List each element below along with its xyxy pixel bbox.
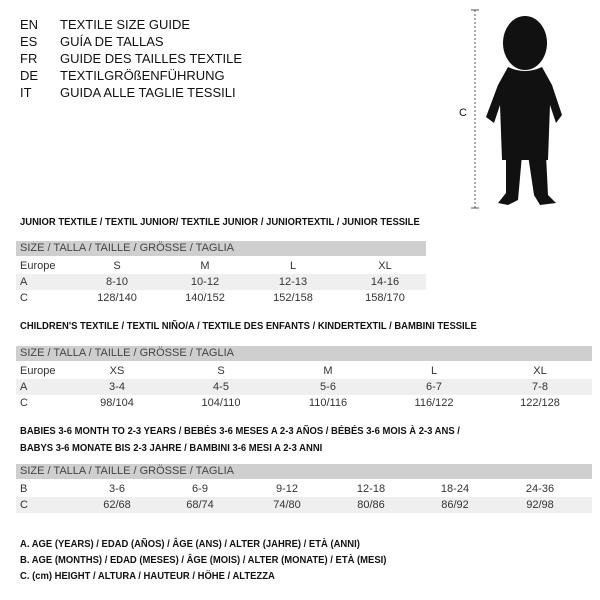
- lang-code-it: IT: [20, 85, 32, 100]
- table-row: Europe XS S M L XL: [16, 363, 592, 379]
- babies-section-title-line1: BABIES 3-6 MONTH TO 2-3 YEARS / BEBÉS 3-…: [20, 425, 460, 437]
- table-cell: 12-13: [278, 276, 308, 288]
- legend-b: B. AGE (MONTHS) / EDAD (MESES) / ÂGE (MO…: [20, 554, 387, 566]
- table-cell: M: [200, 260, 210, 272]
- table-cell: 7-8: [532, 381, 548, 393]
- table-cell: 18-24: [440, 483, 470, 495]
- row-label: Europe: [20, 365, 56, 377]
- row-label: C: [20, 499, 28, 511]
- row-label: B: [20, 483, 28, 495]
- table-cell: M: [323, 365, 333, 377]
- babies-size-table: SIZE / TALLA / TAILLE / GRÖSSE / TAGLIA …: [16, 464, 592, 513]
- table-cell: L: [430, 365, 438, 377]
- table-cell: S: [217, 365, 225, 377]
- table-row: C 62/68 68/74 74/80 80/86 86/92 92/98: [16, 497, 592, 513]
- lang-code-fr: FR: [20, 51, 38, 66]
- table-header: SIZE / TALLA / TAILLE / GRÖSSE / TAGLIA: [16, 346, 592, 361]
- table-cell: L: [289, 260, 297, 272]
- table-cell: 74/80: [273, 499, 301, 511]
- table-cell: 6-9: [192, 483, 208, 495]
- table-row: Europe S M L XL: [16, 258, 426, 274]
- table-cell: 3-6: [109, 483, 125, 495]
- children-section-title: CHILDREN'S TEXTILE / TEXTIL NIÑO/A / TEX…: [20, 320, 477, 332]
- babies-section-title-line2: BABYS 3-6 MONATE BIS 2-3 JAHRE / BAMBINI…: [20, 442, 323, 454]
- child-silhouette-icon: [471, 9, 562, 209]
- table-row: B 3-6 6-9 9-12 12-18 18-24 24-36: [16, 481, 592, 497]
- table-cell: 6-7: [426, 381, 442, 393]
- table-cell: 8-10: [105, 276, 129, 288]
- table-cell: S: [113, 260, 121, 272]
- table-cell: XS: [109, 365, 125, 377]
- table-cell: 140/152: [185, 292, 225, 304]
- title-it: GUIDA ALLE TAGLIE TESSILI: [60, 85, 236, 100]
- table-cell: 10-12: [190, 276, 220, 288]
- table-cell: 92/98: [526, 499, 554, 511]
- table-header: SIZE / TALLA / TAILLE / GRÖSSE / TAGLIA: [16, 241, 426, 256]
- row-label: C: [20, 292, 28, 304]
- table-cell: 14-16: [370, 276, 400, 288]
- table-cell: 12-18: [356, 483, 386, 495]
- table-cell: 9-12: [275, 483, 299, 495]
- lang-code-es: ES: [20, 34, 38, 49]
- table-cell: 158/170: [365, 292, 405, 304]
- table-cell: 86/92: [441, 499, 469, 511]
- lang-code-de: DE: [20, 68, 39, 83]
- table-cell: XL: [533, 365, 547, 377]
- row-label: C: [20, 397, 28, 409]
- table-cell: 152/158: [273, 292, 313, 304]
- table-row: C 128/140 140/152 152/158 158/170: [16, 290, 426, 306]
- table-row: A 3-4 4-5 5-6 6-7 7-8: [16, 379, 592, 395]
- height-measure-label: C: [459, 107, 467, 119]
- junior-section-title: JUNIOR TEXTILE / TEXTIL JUNIOR/ TEXTILE …: [20, 216, 420, 228]
- title-de: TEXTILGRÖßENFÜHRUNG: [60, 68, 225, 83]
- children-size-table: SIZE / TALLA / TAILLE / GRÖSSE / TAGLIA …: [16, 346, 592, 411]
- table-cell: 4-5: [213, 381, 229, 393]
- table-cell: 80/86: [357, 499, 385, 511]
- table-cell: 3-4: [109, 381, 125, 393]
- table-cell: 62/68: [103, 499, 131, 511]
- table-row: A 8-10 10-12 12-13 14-16: [16, 274, 426, 290]
- table-row: C 98/104 104/110 110/116 116/122 122/128: [16, 395, 592, 411]
- row-label: A: [20, 381, 28, 393]
- table-cell: XL: [378, 260, 392, 272]
- table-cell: 98/104: [100, 397, 134, 409]
- table-cell: 128/140: [97, 292, 137, 304]
- table-cell: 116/122: [414, 397, 454, 409]
- table-cell: 110/116: [308, 397, 348, 409]
- table-cell: 104/110: [201, 397, 241, 409]
- junior-size-table: SIZE / TALLA / TAILLE / GRÖSSE / TAGLIA …: [16, 241, 426, 306]
- legend-c: C. (cm) HEIGHT / ALTURA / HAUTEUR / HÖHE…: [20, 570, 275, 582]
- table-cell: 68/74: [186, 499, 214, 511]
- lang-code-en: EN: [20, 17, 39, 32]
- table-cell: 5-6: [320, 381, 336, 393]
- title-es: GUÍA DE TALLAS: [60, 34, 164, 49]
- table-cell: 24-36: [525, 483, 555, 495]
- legend-a: A. AGE (YEARS) / EDAD (AÑOS) / ÂGE (ANS)…: [20, 538, 360, 550]
- row-label: Europe: [20, 260, 56, 272]
- row-label: A: [20, 276, 28, 288]
- title-en: TEXTILE SIZE GUIDE: [60, 17, 191, 32]
- table-cell: 122/128: [520, 397, 560, 409]
- table-header: SIZE / TALLA / TAILLE / GRÖSSE / TAGLIA: [16, 464, 592, 479]
- title-fr: GUIDE DES TAILLES TEXTILE: [60, 51, 243, 66]
